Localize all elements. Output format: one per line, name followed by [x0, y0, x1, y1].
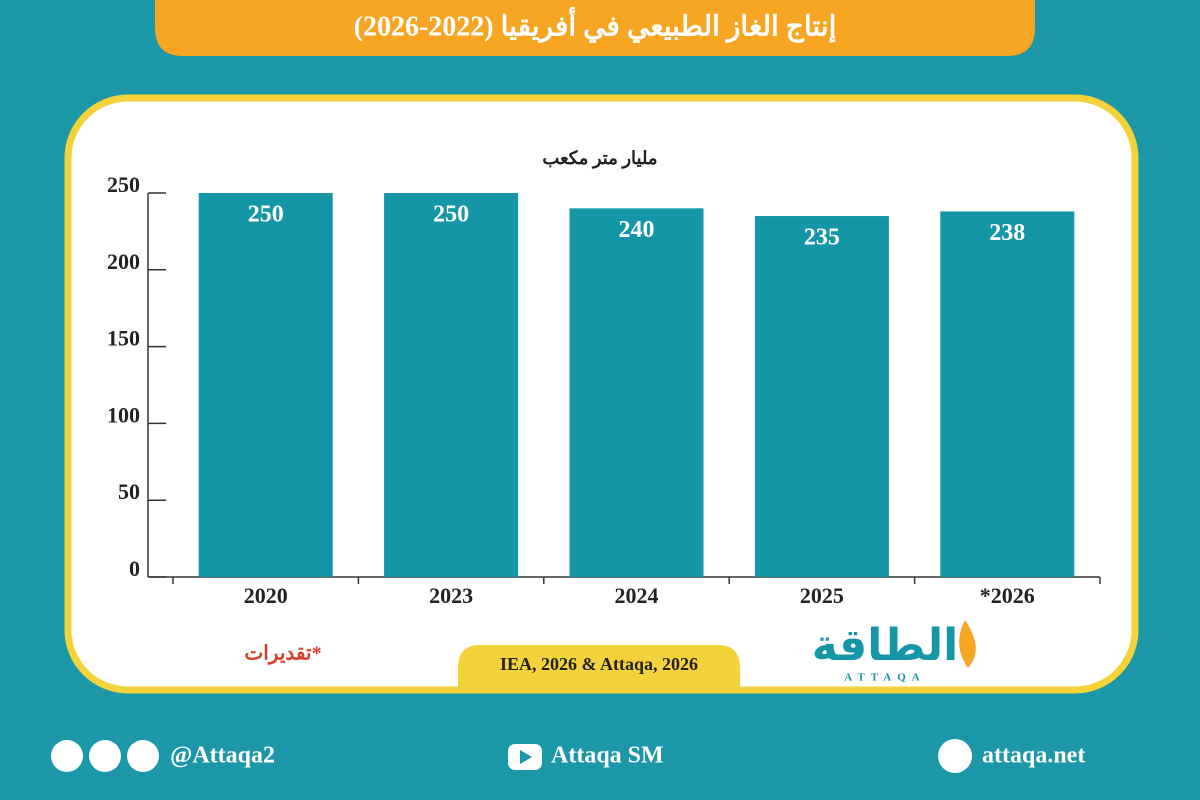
- y-tick-label: 0: [129, 556, 140, 581]
- value-label: 250: [433, 202, 469, 228]
- value-label: 238: [989, 220, 1025, 246]
- x-tick-label: 2023: [429, 583, 473, 608]
- bar: [569, 208, 704, 578]
- source-tab: [458, 645, 740, 690]
- logo-icon: [959, 620, 976, 668]
- social-handle[interactable]: @Attaqa2: [170, 743, 275, 769]
- logo-name: الطاقة: [812, 620, 958, 671]
- title-banner: [155, 0, 1035, 56]
- value-label: 250: [248, 202, 284, 228]
- source: IEA, 2026 & Attaqa, 2026: [500, 654, 698, 674]
- facebook-icon[interactable]: [127, 740, 159, 772]
- x-tick-label: 2024: [615, 583, 659, 608]
- youtube-handle[interactable]: Attaqa SM: [551, 743, 664, 769]
- x-tick-label: *2026: [980, 583, 1035, 608]
- x-tick-label: 2020: [244, 583, 288, 608]
- youtube-play: [520, 750, 532, 764]
- x-icon[interactable]: [51, 740, 83, 772]
- value-label: 240: [619, 217, 655, 243]
- y-tick-label: 250: [107, 172, 140, 197]
- y-tick-label: 200: [107, 249, 140, 274]
- y-tick-label: 50: [118, 479, 140, 504]
- logo-latin: ATTAQA: [844, 672, 925, 684]
- bar: [754, 216, 889, 578]
- value-label: 235: [804, 225, 840, 251]
- y-tick-label: 150: [107, 326, 140, 351]
- y-axis-label: مليار متر مكعب: [542, 148, 657, 169]
- x-tick-label: 2025: [800, 583, 844, 608]
- note: *تقديرات: [244, 643, 321, 666]
- chart-title: إنتاج الغاز الطبيعي في أفريقيا (2022-202…: [354, 7, 837, 43]
- globe-icon[interactable]: [938, 739, 972, 773]
- bar: [940, 211, 1075, 577]
- y-tick-label: 100: [107, 402, 140, 427]
- bar: [384, 193, 519, 577]
- instagram-icon[interactable]: [89, 740, 121, 772]
- social-icons: [51, 740, 159, 772]
- bar: [198, 193, 333, 577]
- website[interactable]: attaqa.net: [982, 743, 1085, 769]
